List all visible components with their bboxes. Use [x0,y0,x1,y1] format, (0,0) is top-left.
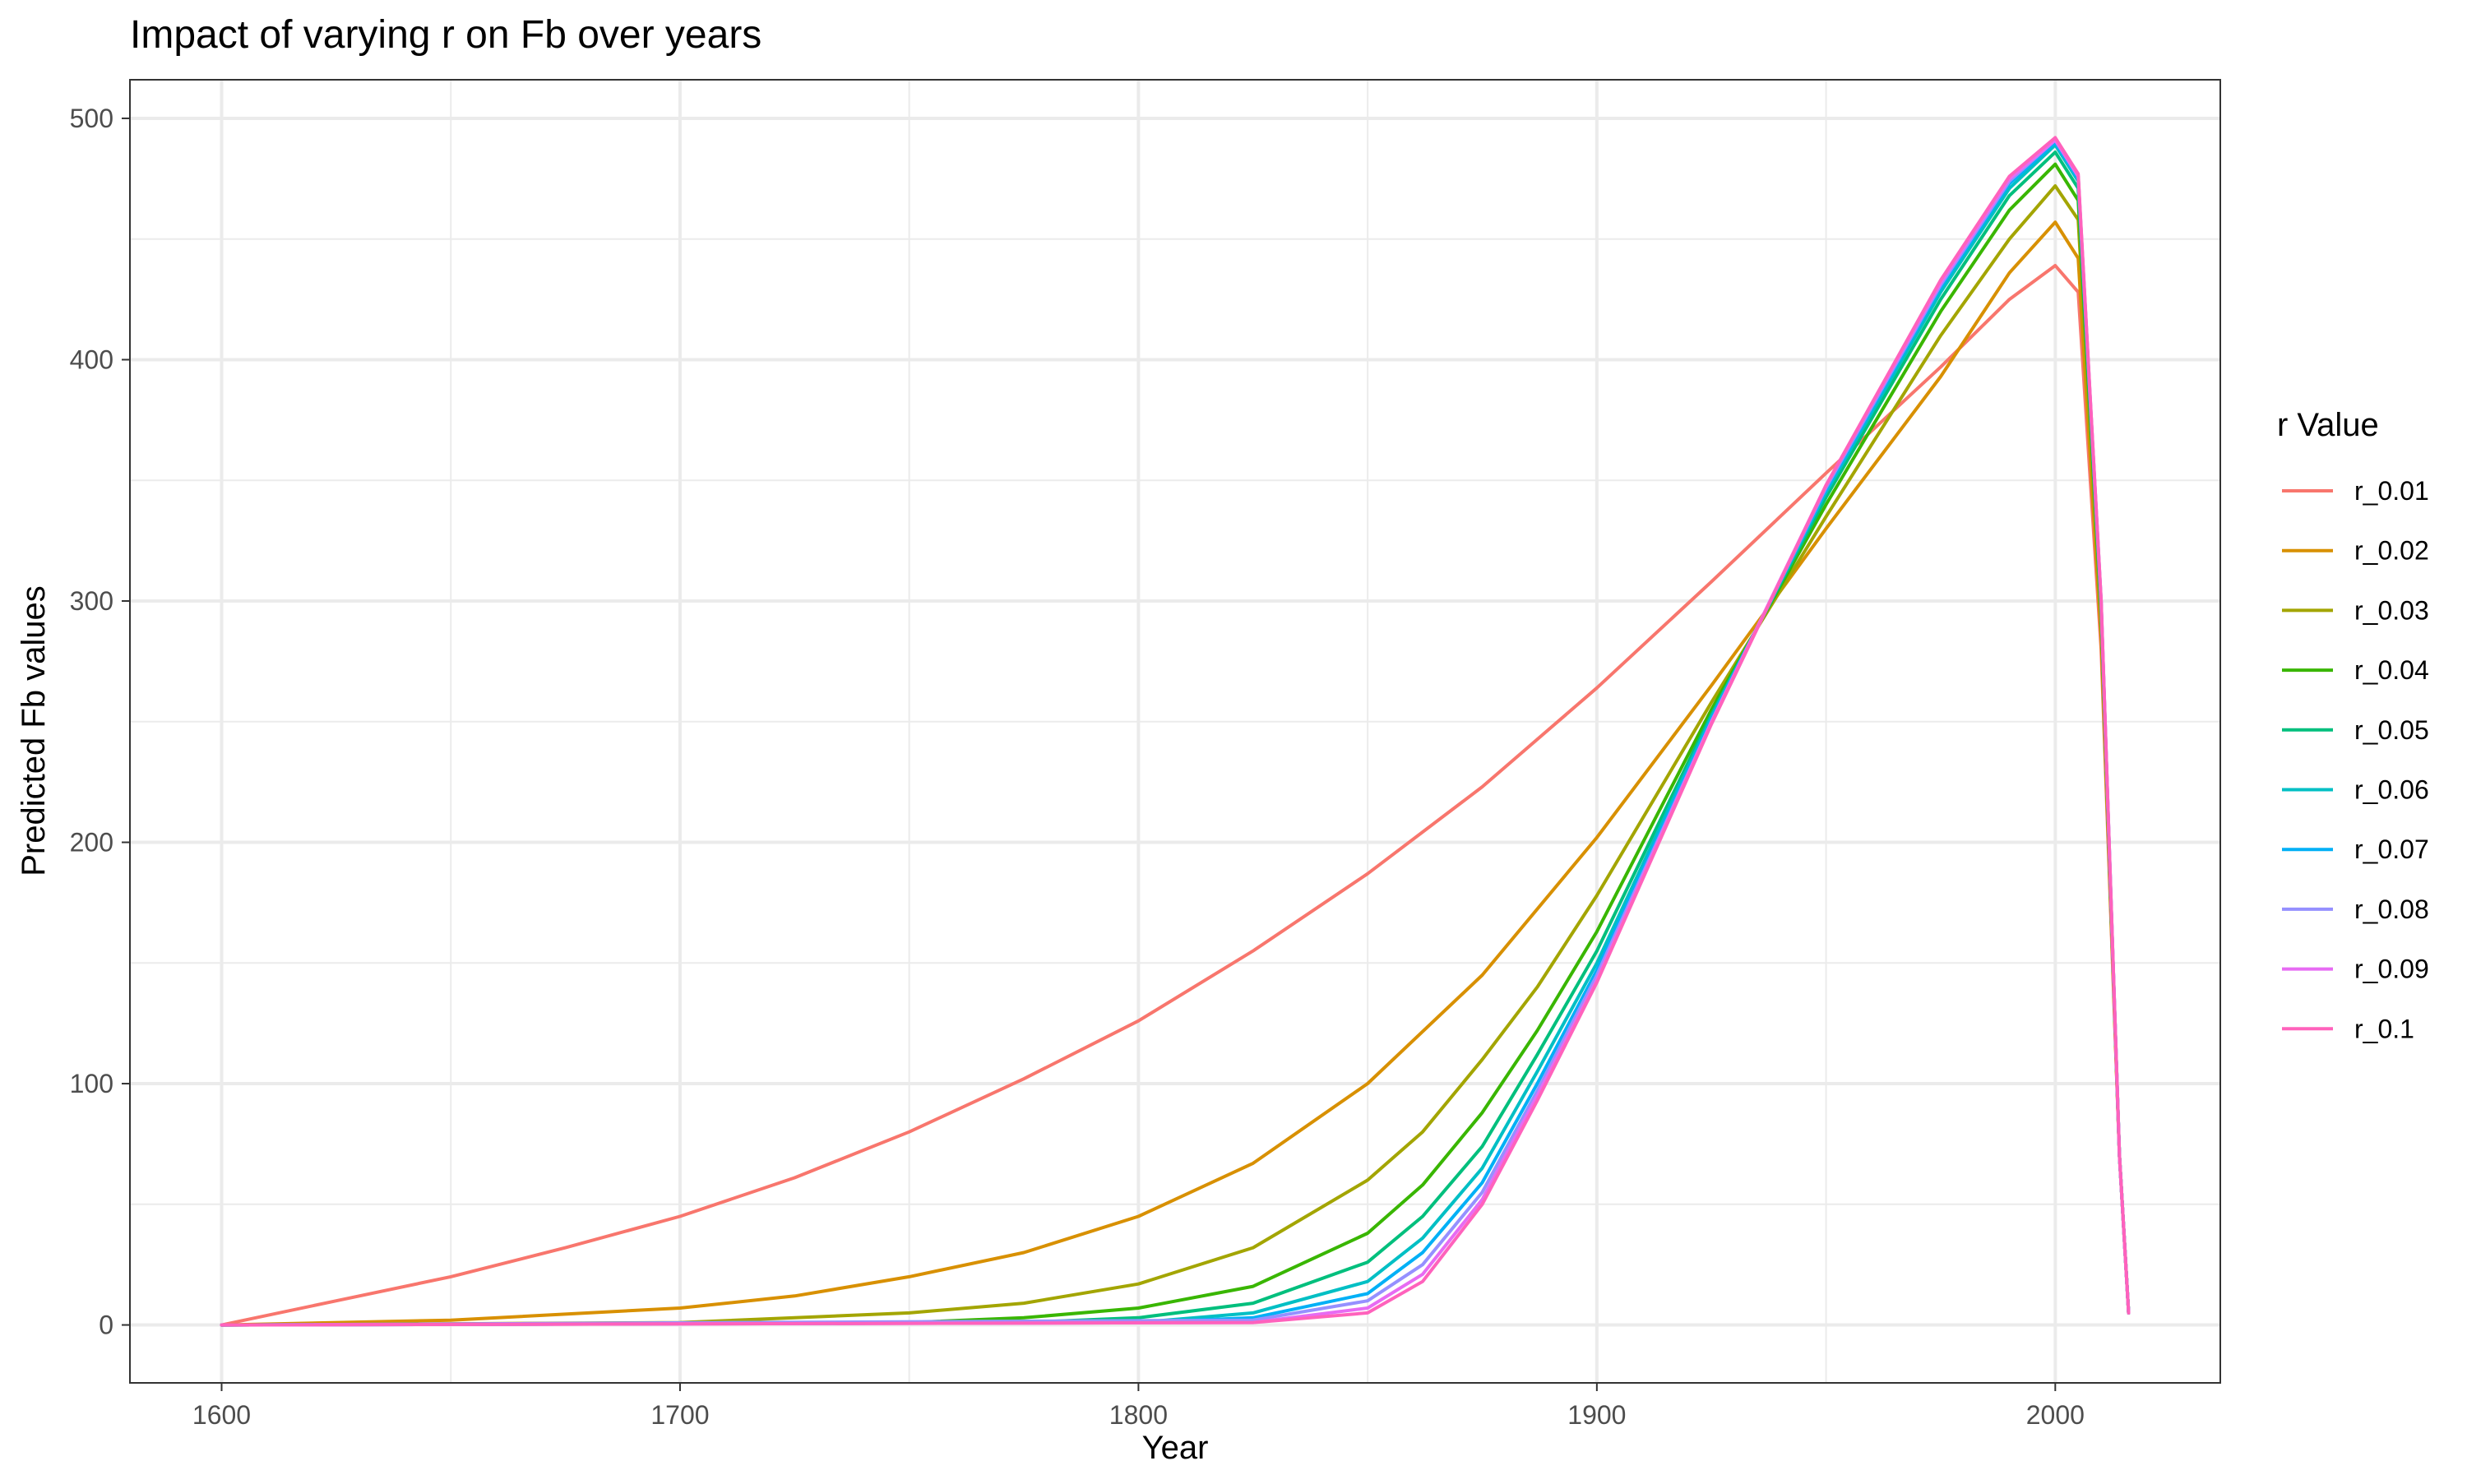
y-tick-label: 200 [70,828,113,858]
legend-label-r_0.03: r_0.03 [2354,595,2429,625]
series-lines [220,136,2131,1327]
y-tick-label: 500 [70,104,113,133]
plot-background [130,80,2220,1383]
legend-label-r_0.08: r_0.08 [2354,895,2429,924]
plot-border [129,79,2221,1384]
legend-label-r_0.09: r_0.09 [2354,955,2429,984]
legend-label-r_0.1: r_0.1 [2354,1014,2414,1043]
legend-label-r_0.07: r_0.07 [2354,834,2429,864]
axes: 1600 1700 1800 1900 2000 0 100 200 300 400 500 [70,104,2085,1430]
x-axis-label: Year [1142,1430,1209,1466]
legend-label-r_0.06: r_0.06 [2354,775,2429,805]
x-tick-label: 1900 [1567,1400,1626,1430]
series-line-r_0.1 [220,136,2131,1327]
y-axis-label: Predicted Fb values [16,585,52,876]
chart-title: Impact of varying r on Fb over years [130,13,761,57]
legend-label-r_0.05: r_0.05 [2354,715,2429,745]
y-tick-label: 100 [70,1069,113,1098]
x-tick-label: 1600 [192,1400,251,1430]
legend: r Value r_0.01 r_0.02 r_0.03 r_0.04 r_0.05 r_… [2277,407,2429,1043]
legend-label-r_0.02: r_0.02 [2354,536,2429,566]
x-tick-label: 1700 [650,1400,709,1430]
legend-label-r_0.01: r_0.01 [2354,476,2429,506]
legend-label-r_0.04: r_0.04 [2354,655,2429,685]
series-line-r_0.02 [220,220,2131,1327]
x-tick-label: 2000 [2026,1400,2085,1430]
series-line-r_0.01 [220,264,2131,1327]
series-line-r_0.03 [220,184,2131,1327]
x-tick-label: 1800 [1109,1400,1168,1430]
grid-lines [130,80,2220,1383]
legend-title: r Value [2277,407,2379,443]
y-tick-label: 0 [99,1311,113,1340]
y-tick-label: 300 [70,586,113,616]
y-tick-label: 400 [70,344,113,374]
